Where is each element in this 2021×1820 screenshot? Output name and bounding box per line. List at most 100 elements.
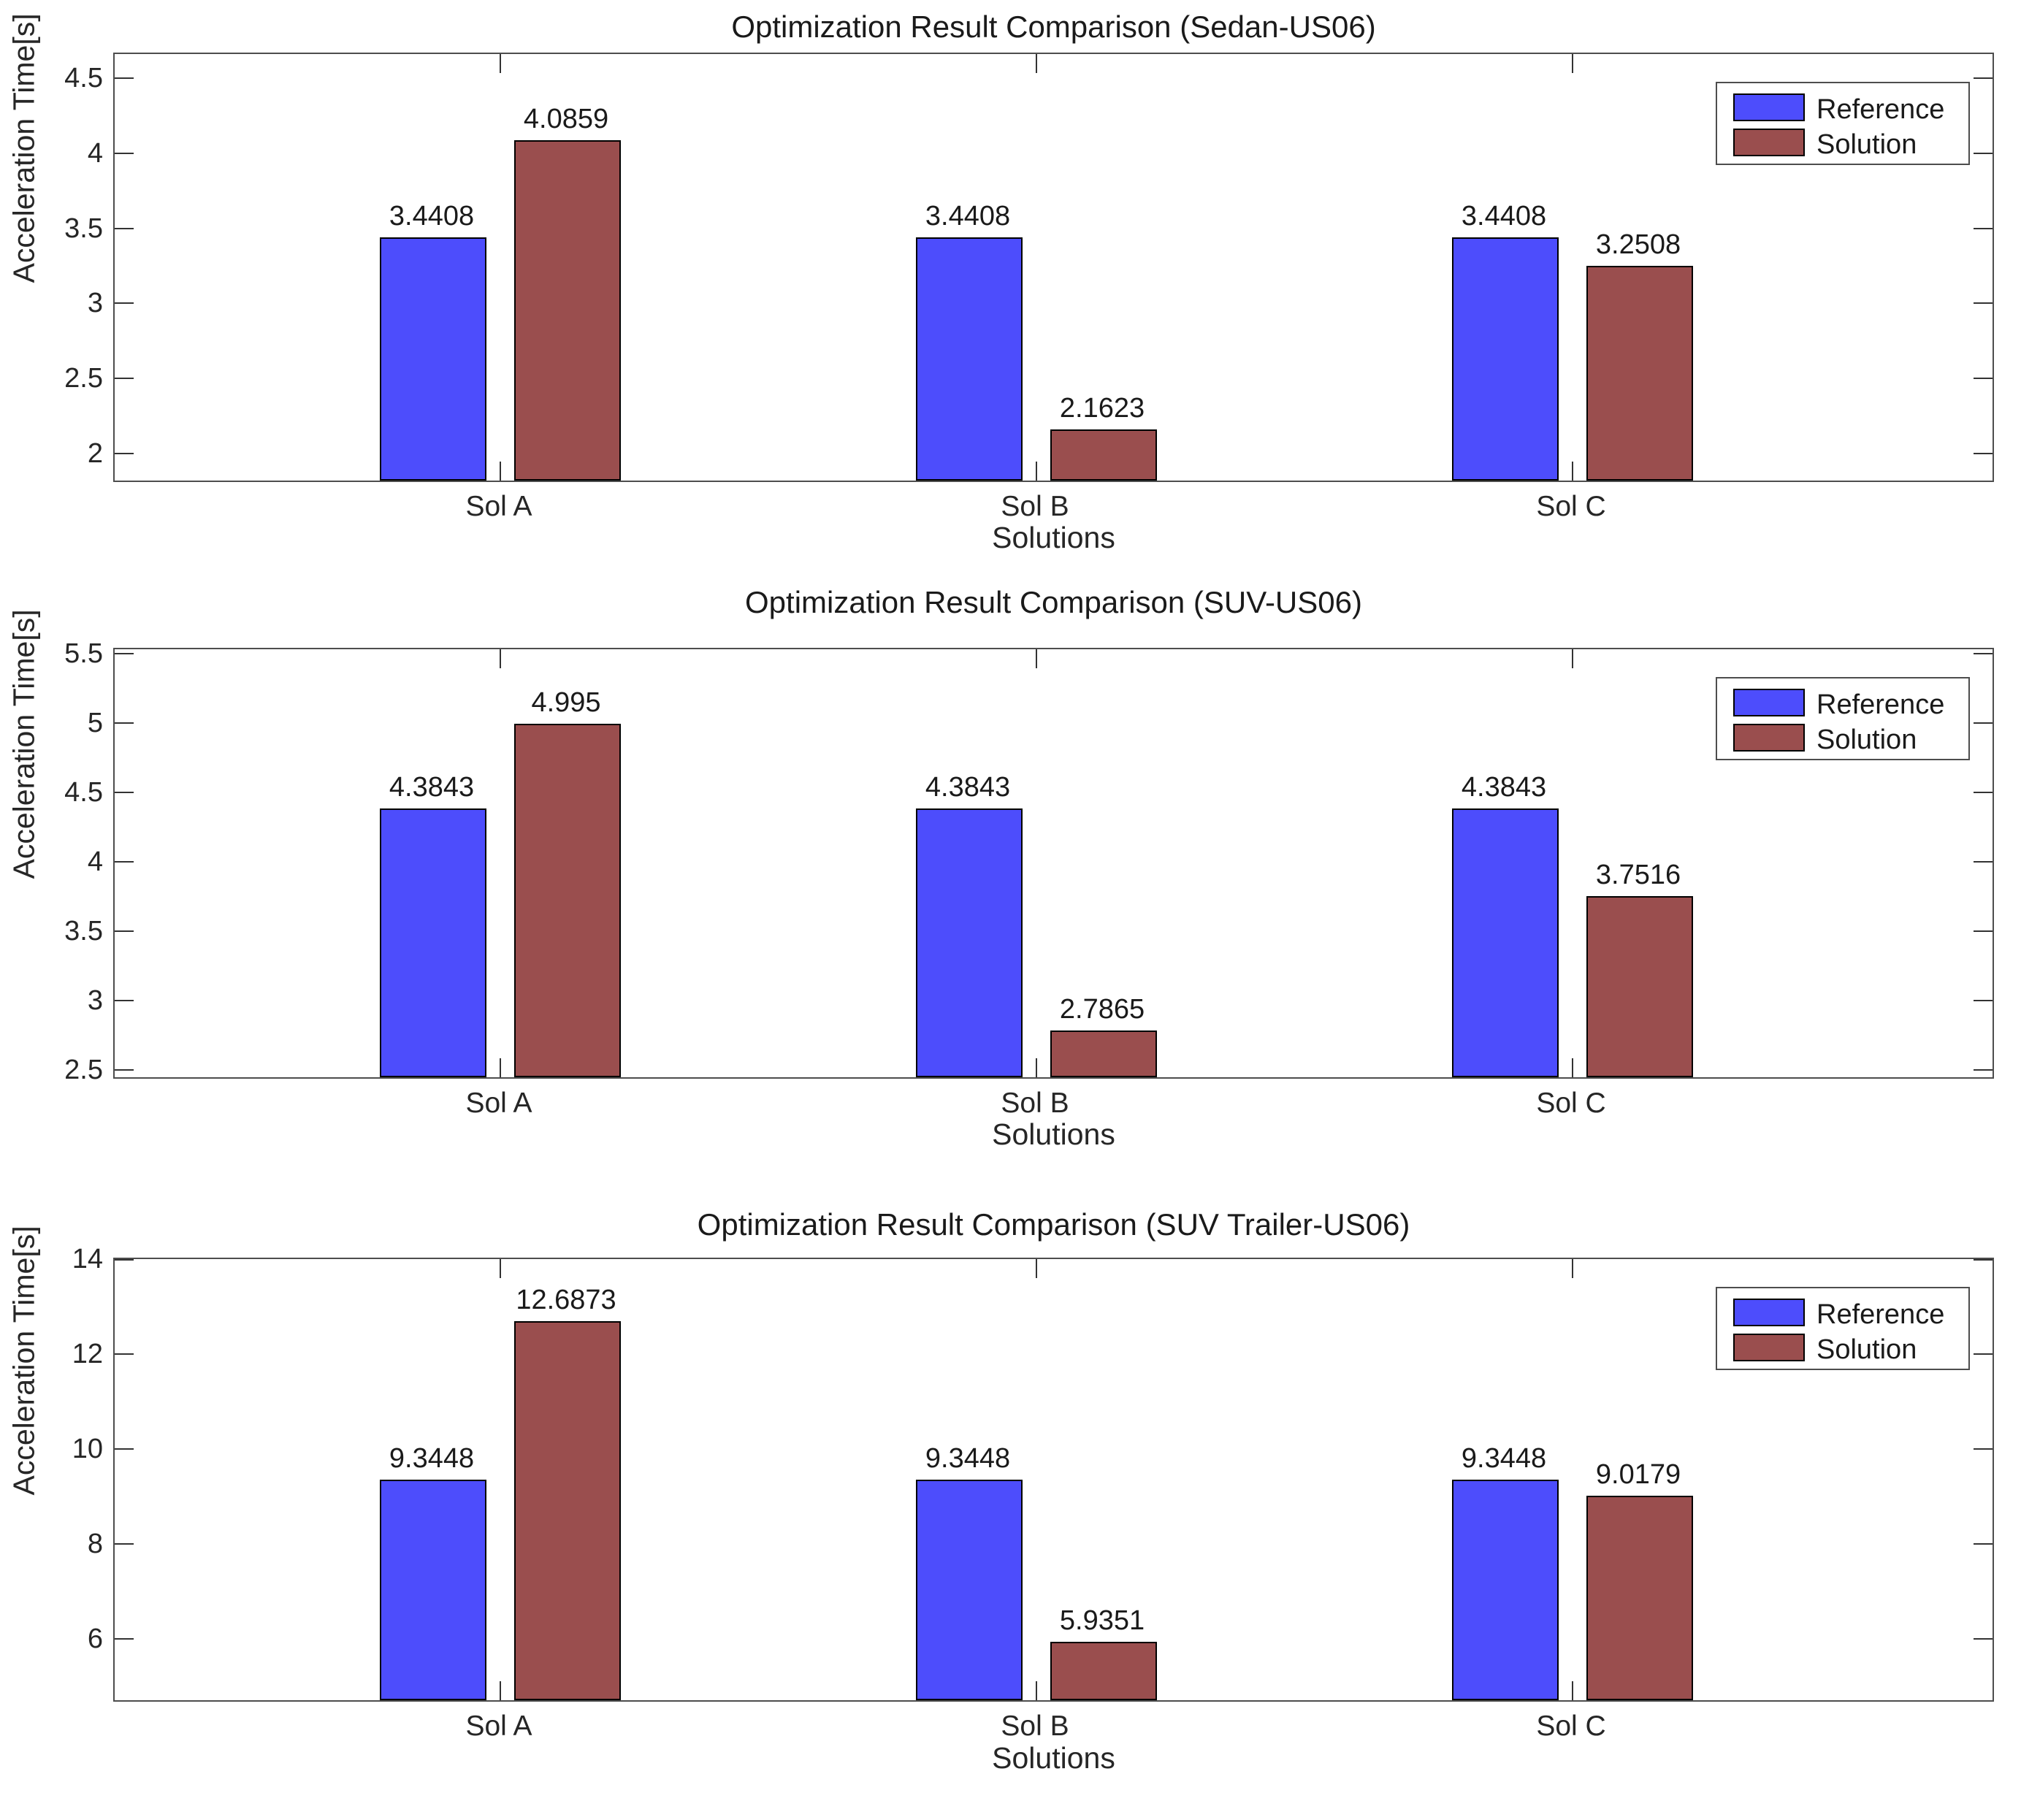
bar-solution-sol-b	[1050, 1031, 1157, 1077]
legend-box: Reference Solution	[1716, 677, 1970, 760]
y-tick-mark	[1974, 653, 1993, 654]
x-tick-label-sol-a: Sol A	[465, 491, 532, 522]
y-tick-label: 3	[87, 985, 103, 1016]
y-tick-mark	[115, 302, 134, 304]
y-tick-mark	[1974, 1069, 1993, 1071]
bar-solution-sol-a	[514, 1321, 621, 1700]
y-tick-mark	[115, 378, 134, 379]
legend-label-solution: Solution	[1816, 1334, 1917, 1365]
y-tick-mark	[1974, 228, 1993, 229]
y-tick-mark	[1974, 792, 1993, 793]
x-tick-mark	[1036, 1058, 1037, 1077]
x-tick-label-sol-a: Sol A	[465, 1710, 532, 1742]
y-tick-label: 12	[72, 1339, 103, 1369]
x-tick-mark	[1036, 462, 1037, 481]
legend-swatch-solution	[1733, 129, 1805, 156]
y-tick-mark	[1974, 378, 1993, 379]
y-tick-label: 8	[87, 1529, 103, 1559]
legend-label-solution: Solution	[1816, 724, 1917, 755]
legend-box: Reference Solution	[1716, 82, 1970, 165]
x-tick-label-sol-c: Sol C	[1536, 1710, 1606, 1742]
y-axis-label: Acceleration Time[s]	[7, 1226, 41, 1496]
plot-area-suv	[113, 648, 1994, 1079]
bar-reference-sol-b	[916, 808, 1023, 1077]
plot-area-suv-trailer	[113, 1258, 1994, 1702]
y-tick-mark	[1974, 1259, 1993, 1261]
bar-value-label-reference-sol-a: 3.4408	[389, 201, 475, 232]
bar-value-label-solution-sol-b: 2.7865	[1059, 994, 1145, 1025]
y-tick-mark	[1974, 1448, 1993, 1450]
x-tick-mark	[1572, 649, 1573, 668]
x-axis-label: Solutions	[992, 521, 1115, 554]
y-tick-mark	[115, 653, 134, 654]
legend-swatch-solution	[1733, 1334, 1805, 1361]
bar-reference-sol-c	[1452, 808, 1559, 1077]
bar-reference-sol-c	[1452, 1480, 1559, 1700]
x-tick-mark	[1572, 1259, 1573, 1278]
x-axis-label: Solutions	[992, 1117, 1115, 1151]
x-tick-mark	[500, 649, 501, 668]
bar-solution-sol-c	[1586, 896, 1693, 1077]
y-tick-label: 3	[87, 288, 103, 318]
legend-swatch-reference	[1733, 93, 1805, 121]
bar-value-label-solution-sol-a: 4.995	[531, 687, 601, 718]
bar-value-label-reference-sol-b: 3.4408	[925, 201, 1011, 232]
y-tick-label: 4	[87, 846, 103, 877]
y-tick-mark	[1974, 930, 1993, 932]
bar-value-label-reference-sol-b: 4.3843	[925, 772, 1011, 803]
bar-value-label-solution-sol-b: 5.9351	[1059, 1605, 1145, 1636]
y-tick-mark	[115, 722, 134, 724]
y-tick-mark	[115, 228, 134, 229]
legend-swatch-solution	[1733, 724, 1805, 752]
y-tick-mark	[115, 1638, 134, 1640]
legend-label-reference: Reference	[1816, 689, 1945, 720]
bar-reference-sol-c	[1452, 237, 1559, 481]
y-tick-mark	[115, 1069, 134, 1071]
y-tick-mark	[1974, 1543, 1993, 1545]
y-axis-label: Acceleration Time[s]	[7, 609, 41, 879]
y-tick-mark	[115, 1000, 134, 1001]
bar-value-label-reference-sol-c: 3.4408	[1461, 201, 1547, 232]
y-tick-mark	[115, 792, 134, 793]
y-tick-label: 6	[87, 1624, 103, 1654]
y-tick-mark	[115, 1353, 134, 1355]
bar-value-label-solution-sol-c: 3.7516	[1595, 860, 1681, 890]
y-tick-label: 14	[72, 1244, 103, 1274]
bar-value-label-solution-sol-c: 9.0179	[1595, 1459, 1681, 1490]
legend-swatch-reference	[1733, 689, 1805, 716]
y-tick-mark	[115, 1259, 134, 1261]
y-tick-mark	[1974, 77, 1993, 79]
x-tick-mark	[1572, 1058, 1573, 1077]
bar-reference-sol-a	[380, 808, 486, 1077]
bar-value-label-reference-sol-a: 9.3448	[389, 1443, 475, 1474]
x-tick-label-sol-b: Sol B	[1001, 491, 1069, 522]
bar-value-label-solution-sol-c: 3.2508	[1595, 229, 1681, 260]
bar-solution-sol-c	[1586, 1496, 1693, 1700]
x-tick-label-sol-b: Sol B	[1001, 1087, 1069, 1119]
bar-value-label-reference-sol-c: 4.3843	[1461, 772, 1547, 803]
bar-solution-sol-b	[1050, 429, 1157, 481]
y-axis-label: Acceleration Time[s]	[7, 13, 41, 283]
y-tick-mark	[115, 861, 134, 863]
y-tick-mark	[1974, 1638, 1993, 1640]
y-tick-label: 4	[87, 138, 103, 169]
bar-value-label-solution-sol-a: 12.6873	[516, 1285, 616, 1315]
y-tick-label: 3.5	[64, 213, 103, 244]
x-tick-mark	[1036, 1681, 1037, 1700]
bar-solution-sol-a	[514, 724, 621, 1077]
x-tick-mark	[500, 54, 501, 73]
y-tick-mark	[1974, 153, 1993, 154]
legend-label-reference: Reference	[1816, 94, 1945, 125]
x-tick-label-sol-a: Sol A	[465, 1087, 532, 1119]
bar-value-label-reference-sol-a: 4.3843	[389, 772, 475, 803]
chart-title-sedan: Optimization Result Comparison (Sedan-US…	[731, 9, 1376, 44]
y-tick-mark	[1974, 1353, 1993, 1355]
y-tick-label: 10	[72, 1434, 103, 1464]
y-tick-label: 2.5	[64, 363, 103, 394]
x-tick-mark	[500, 462, 501, 481]
x-tick-mark	[500, 1058, 501, 1077]
chart-title-suv-trailer: Optimization Result Comparison (SUV Trai…	[697, 1207, 1410, 1242]
y-tick-mark	[1974, 453, 1993, 454]
x-tick-label-sol-b: Sol B	[1001, 1710, 1069, 1742]
